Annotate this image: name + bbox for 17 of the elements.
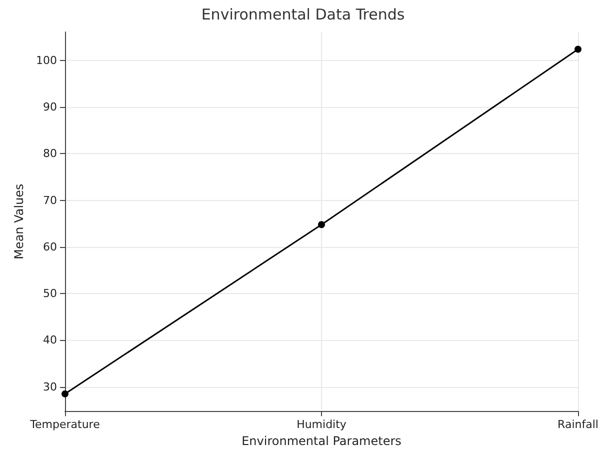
- chart-title: Environmental Data Trends: [201, 6, 405, 24]
- y-tick-label: 100: [36, 54, 57, 67]
- y-tick-label: 40: [43, 334, 57, 347]
- x-tick-label: Temperature: [29, 418, 100, 432]
- point: [318, 221, 325, 228]
- y-tick-label: 50: [43, 287, 57, 300]
- point: [574, 46, 582, 53]
- y-tick-label: 30: [43, 380, 57, 394]
- y-tick-label: 60: [43, 240, 57, 254]
- x-tick-label: Humidity: [296, 418, 347, 432]
- y-tick-label: 80: [43, 147, 57, 160]
- y-tick-label: 70: [43, 194, 57, 207]
- y-tick-label: 90: [43, 100, 57, 114]
- point: [62, 390, 68, 398]
- x-tick-label: Rainfall: [558, 418, 598, 432]
- y-axis-title: Mean Values: [12, 184, 26, 260]
- x-axis-title: Environmental Parameters: [242, 434, 402, 448]
